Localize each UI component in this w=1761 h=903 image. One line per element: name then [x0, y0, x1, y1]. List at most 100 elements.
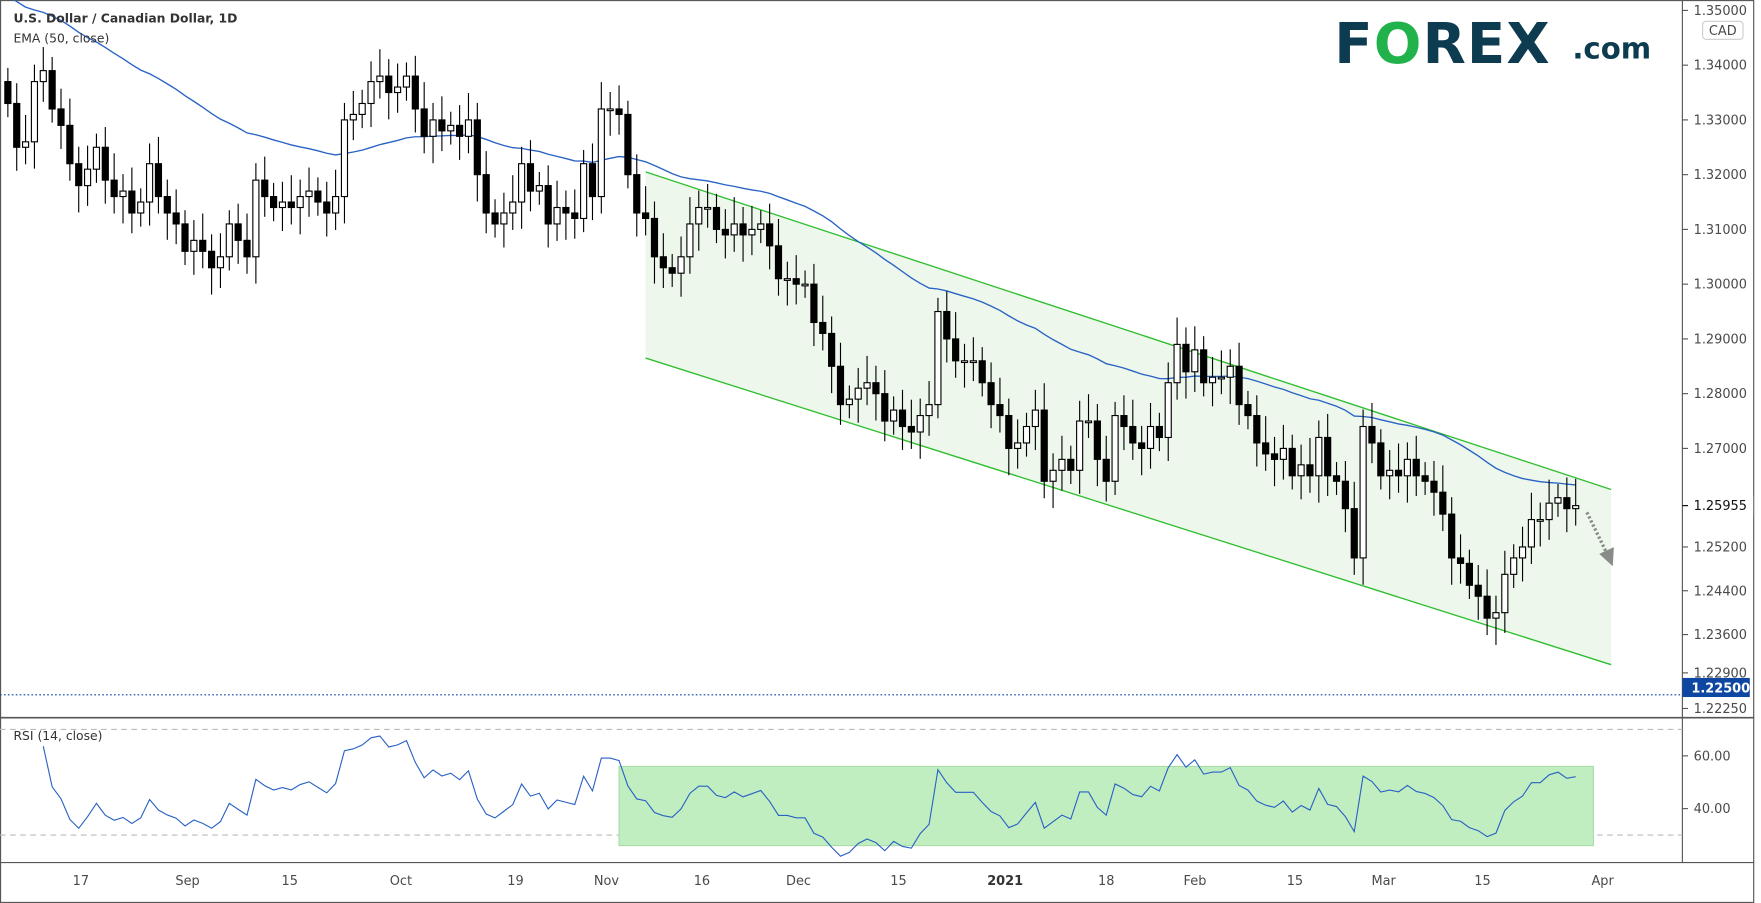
candle: [1448, 497, 1456, 585]
candle-up: [845, 398, 853, 406]
candle: [1554, 483, 1562, 517]
candle: [774, 219, 783, 296]
candle-up: [305, 190, 313, 198]
time-tick-label: Dec: [786, 874, 811, 889]
candle: [730, 197, 738, 252]
candle-down: [952, 338, 960, 362]
candle: [952, 312, 960, 378]
candle-up: [145, 163, 154, 203]
price-channel[interactable]: [645, 171, 1612, 666]
candle-down: [234, 223, 242, 241]
candle-up: [969, 360, 977, 364]
time-axis[interactable]: 17 Sep 15 Oct 19 Nov 16 Dec 15 2021 18 Feb 15 Mar 15 Ap…: [73, 874, 1615, 889]
candle: [1138, 425, 1146, 476]
candle-up: [1049, 469, 1057, 482]
candle: [1200, 336, 1208, 397]
candle-up: [216, 256, 225, 269]
candle: [1022, 412, 1031, 457]
candle: [1386, 450, 1394, 500]
candle-up: [518, 163, 526, 203]
candle: [1182, 327, 1190, 399]
candle: [588, 143, 597, 221]
candle: [934, 297, 942, 419]
candle-down: [588, 163, 597, 198]
candle-down: [633, 174, 641, 214]
candle-down: [526, 163, 535, 192]
candle: [1155, 412, 1163, 452]
candle-up: [1359, 425, 1367, 559]
candle: [571, 189, 579, 239]
chart-title: U.S. Dollar / Canadian Dollar, 1D: [13, 11, 237, 25]
candle: [1563, 477, 1571, 533]
candle: [1341, 461, 1349, 533]
candle: [978, 347, 986, 397]
candle-down: [411, 75, 419, 110]
price-axis[interactable]: 1.35000 1.34000 1.33000 1.32000 1.31000 1.300…: [1682, 4, 1754, 717]
candle-down: [712, 206, 721, 230]
candle-down: [1465, 562, 1473, 586]
candle-up: [606, 108, 614, 112]
candle-down: [828, 332, 836, 367]
candle-down: [1129, 425, 1137, 444]
candle-down: [792, 278, 800, 285]
candle-down: [872, 382, 880, 395]
candle-up: [1031, 409, 1039, 428]
price-tick-label: 1.30000: [1694, 278, 1747, 293]
candle: [500, 192, 508, 248]
candle: [216, 233, 225, 288]
candle: [4, 67, 12, 118]
time-tick-label: 15: [890, 874, 906, 889]
candle-up: [332, 195, 340, 214]
candle-down: [491, 212, 499, 225]
forecast-arrow[interactable]: [1585, 511, 1614, 567]
candle-up: [137, 201, 145, 214]
candle-down: [819, 321, 827, 334]
candle-up: [1164, 382, 1172, 439]
candle-down: [1155, 425, 1163, 439]
candle-down: [1332, 475, 1341, 482]
candle-up: [500, 212, 508, 225]
price-tick-label: 1.24400: [1694, 584, 1747, 599]
candle-down: [1456, 557, 1465, 564]
candle: [1067, 445, 1075, 484]
candle: [748, 205, 756, 256]
candle: [163, 179, 171, 240]
candle-up: [340, 119, 349, 198]
candle: [261, 156, 269, 217]
candle-up: [1146, 425, 1155, 449]
candle-down: [101, 146, 109, 181]
candle: [1111, 401, 1119, 495]
candle-down: [1324, 436, 1332, 477]
candle-up: [535, 185, 543, 192]
candle: [580, 150, 588, 233]
ema-line: [13, 0, 1576, 486]
price-tick-label: 1.31000: [1694, 223, 1747, 238]
candle-down: [1288, 447, 1296, 477]
candle: [1545, 479, 1553, 540]
candle: [473, 102, 481, 202]
candle: [819, 295, 827, 351]
candle-up: [402, 75, 411, 88]
candle-down: [1253, 414, 1261, 444]
candle-down: [314, 190, 322, 203]
candle-up: [447, 124, 455, 132]
candle: [137, 188, 145, 227]
candle: [482, 151, 490, 234]
candle: [1403, 442, 1411, 503]
price-tick-label: 1.29000: [1694, 332, 1747, 347]
candle: [792, 255, 800, 305]
candle: [491, 199, 499, 238]
candle: [1014, 419, 1022, 469]
time-tick-label: 17: [73, 874, 89, 889]
candle: [650, 201, 659, 284]
price-tick-label: 1.25200: [1694, 540, 1747, 555]
candle: [1324, 413, 1332, 497]
candle: [1377, 429, 1385, 490]
candle-up: [296, 195, 304, 209]
arrow-head: [1599, 547, 1614, 567]
candle-up: [1536, 519, 1544, 522]
candle: [1518, 526, 1527, 582]
candle: [199, 213, 207, 269]
rsi-tick-label: 40.00: [1694, 802, 1731, 817]
